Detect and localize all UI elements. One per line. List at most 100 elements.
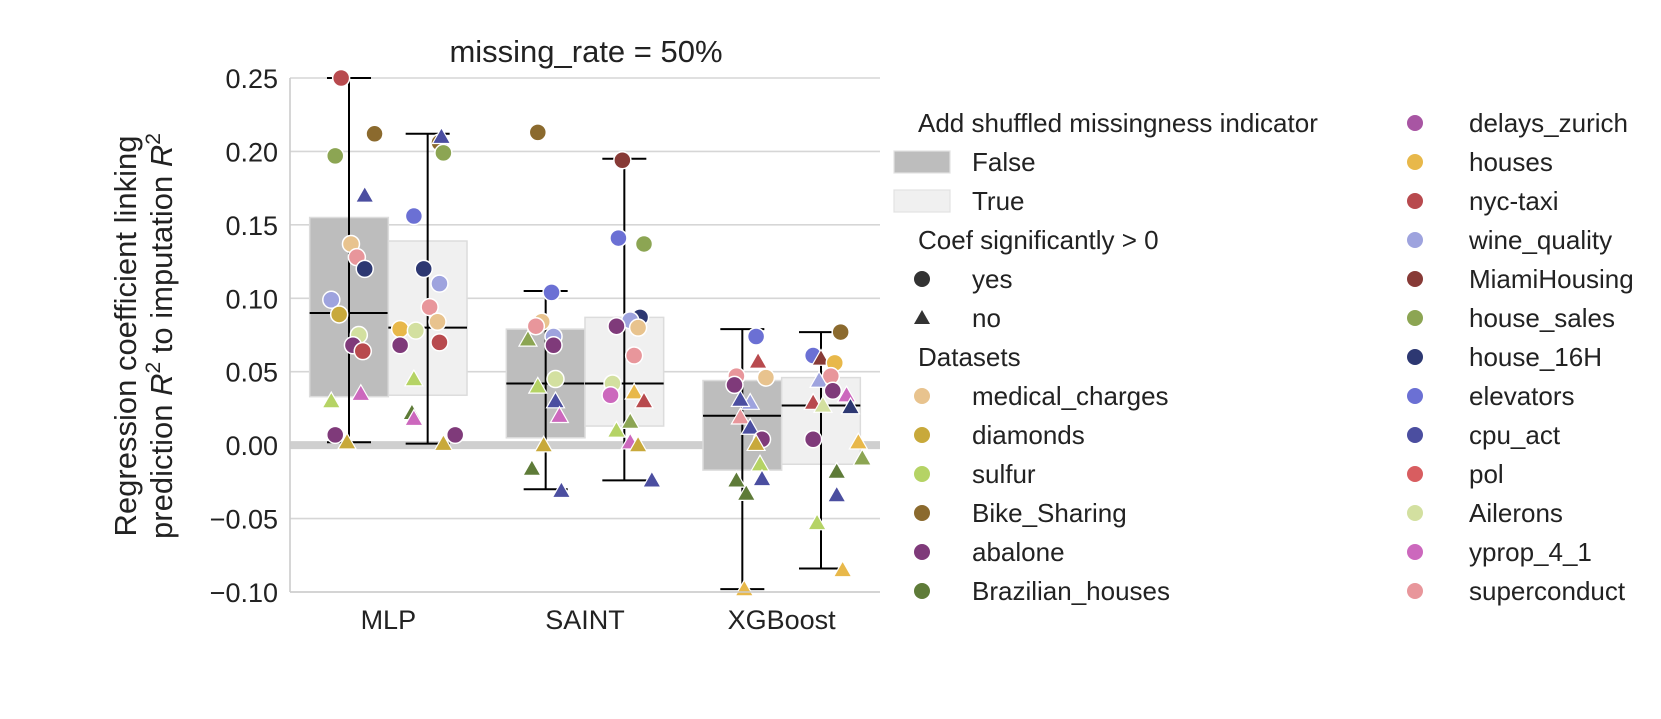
- data-point-elevators: [746, 327, 766, 346]
- data-point-nyc-taxi: [748, 351, 769, 369]
- legend-dataset-marker: [1407, 310, 1423, 326]
- legend-dataset-label: superconduct: [1469, 576, 1626, 606]
- legend-triangle-marker: [914, 310, 930, 324]
- data-point-house_sales: [634, 234, 654, 254]
- data-point-abalone: [544, 336, 563, 355]
- data-point-sulfur: [403, 368, 424, 387]
- data-point-wine_quality: [808, 370, 830, 388]
- data-point-sulfur: [807, 512, 828, 531]
- data-point-superconduct: [420, 297, 439, 317]
- data-point-elevators: [609, 228, 628, 248]
- data-point-diamonds: [746, 433, 767, 452]
- data-point-cpu_act: [730, 389, 751, 407]
- data-point-nyc-taxi: [353, 341, 373, 361]
- data-point-yprop_4_1: [549, 405, 570, 424]
- data-point-medical_charges: [428, 312, 447, 332]
- data-point-Brazilian_houses: [826, 461, 847, 479]
- legend-hue-swatch-true: [893, 189, 951, 213]
- y-axis-label-line-2: prediction R2 to imputation R2: [142, 133, 179, 539]
- data-point-medical_charges: [628, 318, 648, 337]
- data-point-abalone: [607, 316, 626, 336]
- legend-dataset-label: houses: [1469, 147, 1553, 177]
- data-point-house_16H: [414, 259, 433, 279]
- data-point-yprop_4_1: [601, 385, 620, 405]
- data-point-cpu_act: [740, 417, 761, 435]
- legend-dataset-marker: [1407, 271, 1423, 287]
- data-point-houses: [390, 319, 410, 339]
- data-point-nyc-taxi: [633, 390, 655, 409]
- legend-marker-label: yes: [972, 264, 1012, 294]
- legend-marker-label: no: [972, 303, 1001, 333]
- data-point-nyc-taxi: [331, 68, 351, 88]
- legend-dataset-label: MiamiHousing: [1469, 264, 1634, 294]
- legend-dataset-label: pol: [1469, 459, 1504, 489]
- data-point-superconduct: [526, 316, 546, 336]
- legend-hue-swatch-false: [893, 150, 951, 174]
- legend: Add shuffled missingness indicator False T…: [893, 108, 1634, 606]
- data-point-house_sales: [517, 329, 539, 347]
- data-point-superconduct: [624, 346, 644, 365]
- data-point-MiamiHousing: [613, 150, 632, 170]
- data-point-Bike_Sharing: [831, 322, 850, 342]
- y-tick-label: 0.00: [225, 431, 278, 461]
- data-point-abalone: [390, 336, 410, 355]
- y-tick-label: −0.10: [210, 578, 278, 608]
- data-point-Brazilian_houses: [726, 470, 747, 488]
- data-point-cpu_act: [354, 185, 375, 203]
- data-point-diamonds: [336, 431, 358, 450]
- data-point-house_16H: [355, 259, 374, 279]
- data-point-sulfur: [606, 420, 627, 438]
- data-point-cpu_act: [641, 470, 662, 488]
- legend-dataset-marker: [914, 427, 930, 443]
- y-tick-label: 0.05: [225, 358, 278, 388]
- data-point-abalone: [823, 381, 843, 401]
- data-point-elevators: [542, 283, 561, 302]
- legend-dataset-marker: [1407, 583, 1423, 599]
- legend-dataset-label: cpu_act: [1469, 420, 1561, 450]
- legend-dataset-marker: [1407, 466, 1423, 482]
- legend-dataset-marker: [914, 388, 930, 404]
- data-point-yprop_4_1: [403, 408, 424, 427]
- legend-dataset-marker: [1407, 349, 1423, 365]
- data-point-yprop_4_1: [350, 383, 371, 402]
- data-point-house_sales: [620, 411, 641, 429]
- y-label-r-symbol-2: R: [144, 145, 179, 167]
- y-tick-label: −0.05: [210, 505, 278, 535]
- legend-dataset-label: delays_zurich: [1469, 108, 1628, 138]
- data-point-abalone: [445, 425, 465, 445]
- legend-dataset-label: Bike_Sharing: [972, 498, 1127, 528]
- data-point-wine_quality: [430, 274, 449, 293]
- x-tick-label: SAINT: [545, 605, 625, 635]
- legend-hue-label: True: [972, 186, 1025, 216]
- legend-dataset-marker: [914, 583, 930, 599]
- legend-hue-title: Add shuffled missingness indicator: [918, 108, 1318, 138]
- data-point-house_16H: [840, 396, 861, 415]
- legend-dataset-label: wine_quality: [1468, 225, 1612, 255]
- data-point-diamonds: [628, 434, 649, 453]
- legend-dataset-marker: [1407, 115, 1423, 131]
- data-point-houses: [832, 559, 853, 578]
- legend-dataset-label: nyc-taxi: [1469, 186, 1559, 216]
- data-point-Brazilian_houses: [521, 458, 542, 476]
- data-point-wine_quality: [322, 290, 341, 310]
- x-tick-label: XGBoost: [728, 605, 837, 635]
- data-point-cpu_act: [751, 468, 773, 487]
- legend-dataset-label: diamonds: [972, 420, 1085, 450]
- data-point-superconduct: [730, 407, 751, 425]
- data-point-houses: [624, 382, 645, 400]
- data-point-Ailerons: [546, 369, 565, 389]
- legend-dataset-marker: [914, 544, 930, 560]
- legend-dataset-label: Brazilian_houses: [972, 576, 1170, 606]
- legend-dataset-marker: [1407, 544, 1423, 560]
- data-point-houses: [734, 578, 755, 597]
- y-label-superscript-2: 2: [142, 133, 165, 145]
- y-tick-label: 0.10: [225, 284, 278, 314]
- legend-dataset-marker: [1407, 154, 1423, 170]
- legend-dataset-label: elevators: [1469, 381, 1575, 411]
- data-point-diamonds: [533, 434, 554, 453]
- legend-hue-label: False: [972, 147, 1036, 177]
- y-tick-label: 0.20: [225, 137, 278, 167]
- legend-dataset-label: sulfur: [972, 459, 1036, 489]
- legend-circle-marker: [914, 271, 930, 287]
